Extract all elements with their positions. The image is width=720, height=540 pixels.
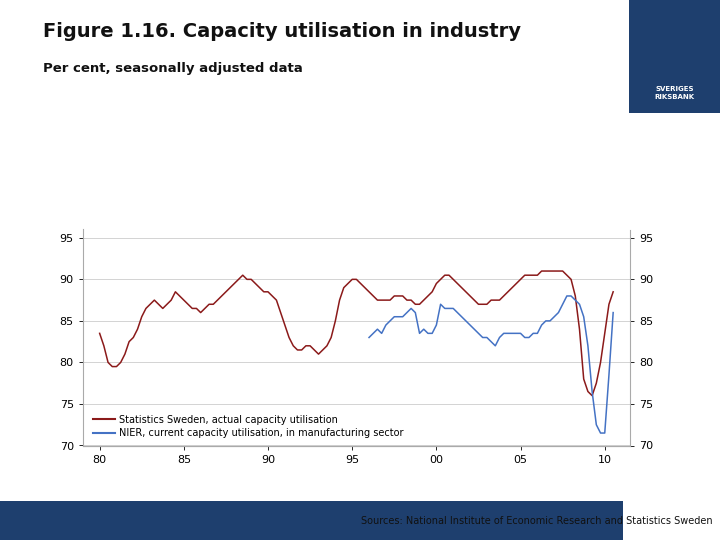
Text: SVERIGES
RIKSBANK: SVERIGES RIKSBANK	[654, 86, 694, 100]
Text: Per cent, seasonally adjusted data: Per cent, seasonally adjusted data	[43, 62, 303, 75]
Legend: Statistics Sweden, actual capacity utilisation, NIER, current capacity utilisati: Statistics Sweden, actual capacity utili…	[93, 415, 404, 438]
Text: Figure 1.16. Capacity utilisation in industry: Figure 1.16. Capacity utilisation in ind…	[43, 22, 521, 40]
Text: Sources: National Institute of Economic Research and Statistics Sweden: Sources: National Institute of Economic …	[361, 516, 713, 525]
